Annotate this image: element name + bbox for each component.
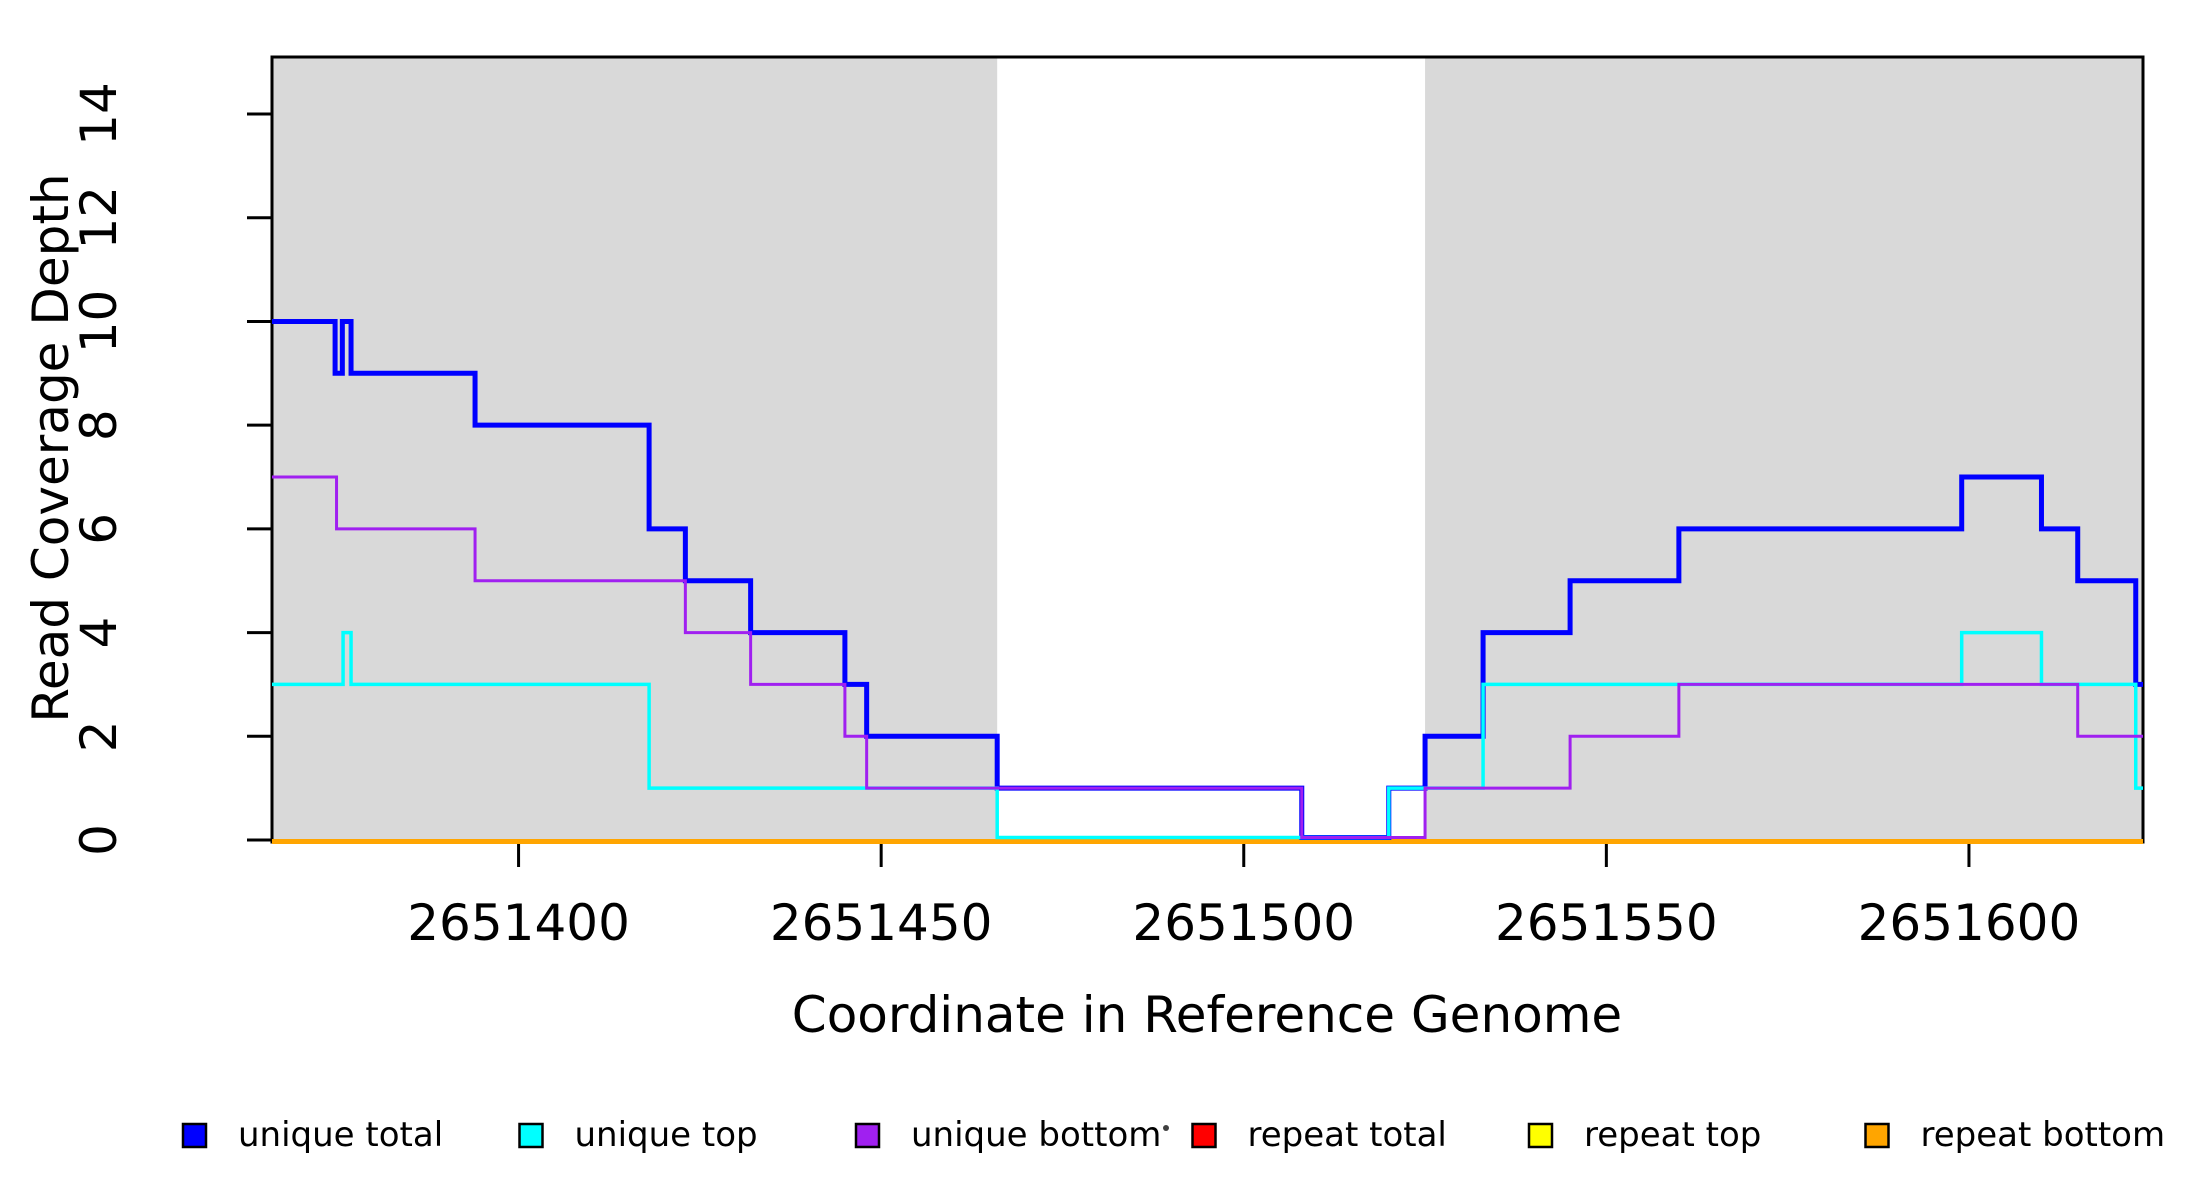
y-tick-label: 14 [70,82,128,146]
legend-swatch-unique-top [518,1122,544,1149]
legend-swatch-unique-total [181,1122,208,1149]
legend-swatch-unique-bottom [854,1122,881,1149]
legend-item-unique-total: unique total [181,1115,443,1155]
x-tick-label: 2651600 [1858,894,2081,952]
legend-label: unique top [575,1115,758,1155]
legend-item-repeat-top: repeat top [1527,1115,1761,1155]
x-tick-label: 2651400 [407,894,630,952]
legend-label: repeat bottom [1921,1115,2166,1155]
shaded-region-0 [272,57,998,842]
x-tick-label: 2651450 [770,894,993,952]
y-tick-label: 12 [70,186,128,250]
legend-swatch-repeat-bottom [1864,1122,1890,1149]
series-line-unique-bottom [272,475,2143,839]
series-line-unique-top [272,630,2143,840]
x-tick-label: 2651500 [1132,894,1355,952]
legend-swatch-repeat-top [1527,1122,1554,1149]
y-tick-label: 10 [70,290,128,354]
x-axis-title: Coordinate in Reference Genome [792,986,1622,1044]
legend-stray-dot [1163,1125,1169,1131]
legend-item-repeat-total: repeat total [1191,1115,1447,1155]
legend-label: repeat top [1584,1115,1761,1155]
legend-label: repeat total [1248,1115,1447,1155]
y-tick-label: 2 [70,720,128,752]
x-tick-label: 2651550 [1495,894,1718,952]
y-tick-label: 0 [70,824,128,856]
legend-item-unique-top: unique top [518,1115,758,1155]
legend-item-repeat-bottom: repeat bottom [1864,1115,2166,1155]
y-tick-label: 6 [70,513,128,545]
legend-label: unique total [238,1115,443,1155]
y-tick-label: 8 [70,409,128,441]
y-tick-label: 4 [70,617,128,649]
legend-item-unique-bottom: unique bottom [854,1115,1161,1155]
y-axis-title: Read Coverage Depth [22,173,80,722]
legend-swatch-repeat-total [1191,1122,1217,1149]
shaded-region-1 [1425,57,2143,842]
legend-label: unique bottom [911,1115,1161,1155]
